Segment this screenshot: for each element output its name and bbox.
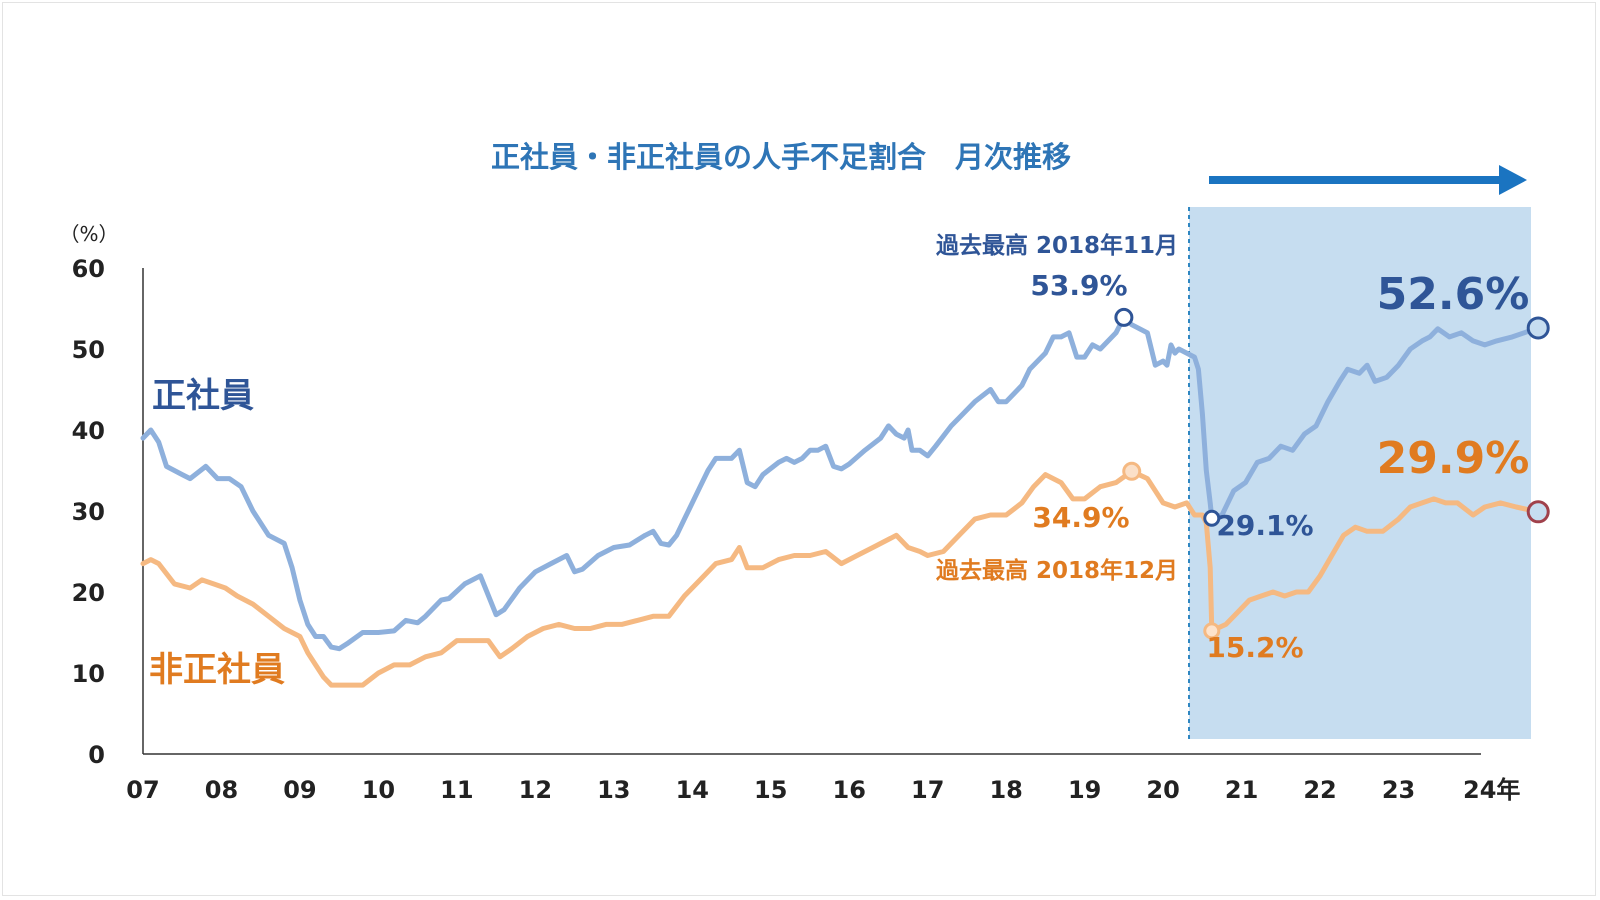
x-tick-label: 18	[989, 776, 1022, 804]
series-line-regular	[140, 314, 1541, 652]
marker-regular-latest	[1526, 316, 1550, 340]
marker-regular-peak	[1114, 307, 1134, 327]
x-tick-label: 11	[440, 776, 473, 804]
series-line-nonregular	[140, 468, 1541, 688]
y-axis-unit: （%）	[59, 222, 118, 246]
x-tick-label: 08	[205, 776, 238, 804]
x-tick-label: 21	[1225, 776, 1258, 804]
line-chart: 正社員・非正社員の人手不足割合 月次推移 （%） 0 10 20 30 40 50 60 07…	[59, 140, 1550, 804]
marker-regular-low	[1203, 509, 1221, 527]
x-tick-label: 15	[754, 776, 787, 804]
x-tick-label: 24年	[1463, 776, 1520, 804]
series-label-nonregular: 非正社員	[149, 650, 285, 690]
x-tick-label: 09	[283, 776, 316, 804]
marker-nonregular-latest	[1526, 500, 1550, 524]
marker-nonregular-low	[1203, 622, 1221, 640]
nonregular-peak-caption: 過去最高 2018年12月	[936, 557, 1178, 584]
y-tick-label: 40	[72, 417, 105, 445]
regular-low-value: 29.1%	[1216, 509, 1313, 542]
series-label-regular: 正社員	[152, 376, 254, 416]
x-tick-label: 17	[911, 776, 944, 804]
nonregular-low-value: 15.2%	[1206, 631, 1303, 664]
y-tick-label: 50	[72, 336, 105, 364]
x-tick-label: 07	[126, 776, 159, 804]
arrow-head	[1499, 165, 1527, 195]
x-tick-label: 13	[597, 776, 630, 804]
y-tick-label: 10	[72, 660, 105, 688]
chart-title: 正社員・非正社員の人手不足割合 月次推移	[491, 140, 1071, 174]
marker-nonregular-peak	[1122, 461, 1142, 481]
x-tick-label: 16	[833, 776, 866, 804]
y-tick-label: 20	[72, 579, 105, 607]
x-tick-label: 10	[362, 776, 395, 804]
y-tick-label: 60	[72, 255, 105, 283]
highlight-region	[1189, 207, 1531, 739]
nonregular-latest-value: 29.9%	[1377, 433, 1530, 484]
regular-peak-value: 53.9%	[1030, 269, 1127, 302]
x-tick-label: 19	[1068, 776, 1101, 804]
y-tick-label: 30	[72, 498, 105, 526]
x-tick-label: 14	[676, 776, 709, 804]
x-tick-label: 12	[519, 776, 552, 804]
regular-latest-value: 52.6%	[1377, 269, 1530, 320]
y-tick-label: 0	[88, 741, 105, 769]
regular-peak-caption: 過去最高 2018年11月	[936, 232, 1178, 259]
nonregular-peak-value: 34.9%	[1032, 501, 1129, 534]
x-tick-label: 20	[1146, 776, 1179, 804]
x-tick-label: 23	[1382, 776, 1415, 804]
x-tick-label: 22	[1303, 776, 1336, 804]
